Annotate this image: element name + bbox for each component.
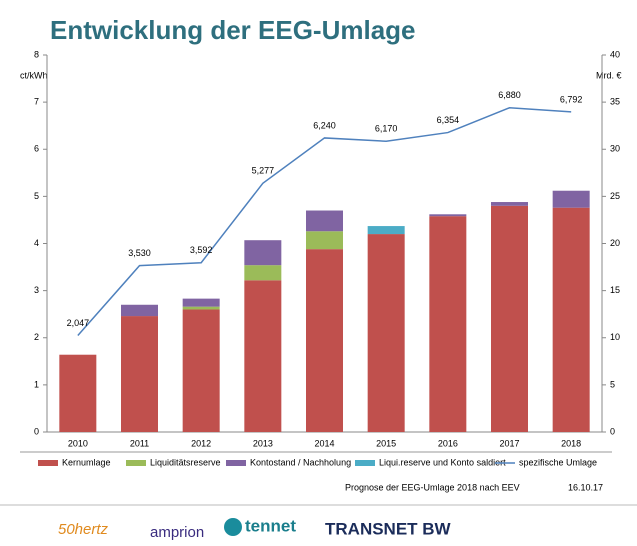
y2-tick-label: 25: [610, 191, 620, 201]
legend-label: Kontostand / Nachholung: [250, 457, 351, 467]
y-tick-label: 5: [34, 191, 39, 201]
bar-segment: [429, 216, 467, 432]
x-tick-label: 2010: [68, 438, 88, 448]
x-tick-label: 2017: [499, 438, 519, 448]
bar-segment: [306, 231, 343, 250]
bar-segment: [182, 306, 220, 310]
legend-marker: [38, 460, 58, 466]
y-tick-label: 2: [34, 332, 39, 342]
y2-axis-label: Mrd. €: [596, 70, 622, 80]
line: [77, 107, 572, 337]
legend-marker: [226, 460, 246, 466]
bar-segment: [552, 190, 590, 208]
value-label: 6,170: [375, 124, 398, 134]
value-label: 6,792: [560, 94, 583, 104]
y-tick-label: 1: [34, 379, 39, 389]
y2-tick-label: 15: [610, 285, 620, 295]
bar-segment: [121, 304, 158, 317]
y-tick-label: 6: [34, 144, 39, 154]
y-tick-label: 8: [34, 49, 39, 59]
logo: tennet: [245, 516, 296, 535]
y2-tick-label: 30: [610, 144, 620, 154]
bar-segment: [306, 210, 343, 232]
footer-note: Prognose der EEG-Umlage 2018 nach EEV: [345, 482, 520, 492]
logo-icon: [224, 518, 242, 536]
y-tick-label: 0: [34, 426, 39, 436]
bar-segment: [182, 309, 220, 432]
bar-segment: [244, 265, 282, 281]
bar-segment: [429, 214, 467, 217]
y-axis-label: ct/kWh: [20, 70, 48, 80]
logo: amprion: [150, 524, 204, 541]
y-tick-label: 7: [34, 97, 39, 107]
value-label: 5,277: [252, 166, 275, 176]
bar-segment: [121, 316, 158, 432]
logo: TRANSNET BW: [325, 519, 452, 538]
x-tick-label: 2016: [438, 438, 458, 448]
legend-marker: [355, 460, 375, 466]
bar-segment: [367, 226, 405, 235]
y2-tick-label: 5: [610, 379, 615, 389]
bar-segment: [491, 205, 528, 432]
legend-label: Kernumlage: [62, 457, 111, 467]
footer-date: 16.10.17: [568, 482, 603, 492]
legend-marker: [126, 460, 146, 466]
y2-tick-label: 20: [610, 238, 620, 248]
x-tick-label: 2012: [191, 438, 211, 448]
logo: 50hertz: [58, 521, 109, 538]
x-tick-label: 2018: [561, 438, 581, 448]
x-tick-label: 2014: [314, 438, 334, 448]
bar-segment: [244, 240, 282, 266]
x-tick-label: 2013: [253, 438, 273, 448]
y2-tick-label: 10: [610, 332, 620, 342]
y-tick-label: 3: [34, 285, 39, 295]
value-label: 6,354: [437, 115, 460, 125]
bar-segment: [367, 234, 405, 432]
bar-segment: [59, 354, 97, 432]
y2-tick-label: 35: [610, 97, 620, 107]
bar-segment: [552, 207, 590, 432]
value-label: 3,530: [128, 248, 151, 258]
y2-tick-label: 40: [610, 49, 620, 59]
legend-label: spezifische Umlage: [519, 457, 597, 467]
bar-segment: [182, 298, 220, 307]
value-label: 2,047: [67, 318, 90, 328]
bar-segment: [306, 249, 343, 432]
legend-label: Liquiditätsreserve: [150, 457, 221, 467]
y2-tick-label: 0: [610, 426, 615, 436]
value-label: 3,592: [190, 245, 213, 255]
x-tick-label: 2011: [130, 438, 149, 448]
value-label: 6,240: [313, 120, 336, 130]
bar-segment: [244, 280, 282, 432]
y-tick-label: 4: [34, 238, 39, 248]
x-tick-label: 2015: [376, 438, 396, 448]
value-label: 6,880: [498, 90, 521, 100]
chart-title: Entwicklung der EEG-Umlage: [50, 15, 416, 45]
bar-segment: [491, 202, 528, 206]
legend-label: Liqui.reserve und Konto saldiert: [379, 457, 506, 467]
